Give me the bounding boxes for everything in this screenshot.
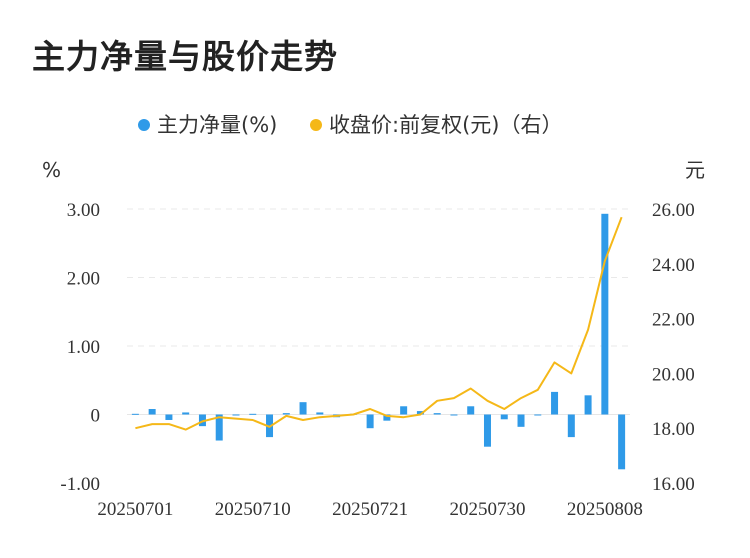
right-tick-label: 24.00 — [652, 255, 695, 276]
right-axis-unit: 元 — [685, 158, 705, 182]
x-tick-label: 20250808 — [567, 499, 643, 520]
right-axis-ticks: 26.00 24.00 22.00 20.00 18.00 16.00 — [652, 200, 695, 495]
net-volume-bar — [416, 411, 424, 415]
net-volume-bar — [551, 391, 559, 415]
net-volume-bar — [567, 414, 575, 438]
net-volume-bar — [534, 414, 542, 416]
net-volume-bar — [232, 414, 240, 416]
close-price-line-layer — [135, 216, 623, 431]
net-volume-bar — [517, 414, 525, 427]
net-volume-bar — [500, 414, 508, 420]
right-tick-label: 18.00 — [652, 419, 695, 440]
chart-title: 主力净量与股价走势 — [32, 37, 338, 76]
net-volume-bar — [483, 414, 491, 447]
x-tick-label: 20250730 — [449, 499, 525, 520]
close-price-line — [135, 216, 623, 431]
x-tick-label: 20250721 — [332, 499, 408, 520]
left-tick-label: 0 — [91, 406, 101, 427]
left-axis-unit: % — [42, 158, 61, 182]
net-volume-bar — [198, 414, 206, 427]
left-tick-label: 1.00 — [67, 337, 100, 358]
right-tick-label: 22.00 — [652, 310, 695, 331]
net-volume-bar — [249, 413, 257, 415]
net-volume-bar — [282, 413, 290, 415]
net-volume-bar — [601, 213, 609, 415]
net-volume-bar — [383, 414, 391, 421]
net-volume-bar — [316, 412, 324, 415]
net-volume-bar — [148, 409, 156, 415]
left-axis-ticks: 3.00 2.00 1.00 0 -1.00 — [60, 200, 100, 495]
x-tick-label: 20250710 — [215, 499, 291, 520]
left-tick-label: -1.00 — [60, 474, 100, 495]
chart-legend: 主力净量(%) 收盘价:前复权(元)（右） — [138, 113, 562, 137]
legend-label-net-volume: 主力净量(%) — [157, 113, 277, 137]
net-volume-bar — [450, 414, 458, 416]
net-volume-bars — [131, 213, 626, 470]
net-volume-bar — [165, 414, 173, 420]
net-volume-bar — [618, 414, 626, 470]
net-volume-bar — [215, 414, 223, 441]
right-tick-label: 26.00 — [652, 200, 695, 221]
right-tick-label: 20.00 — [652, 364, 695, 385]
net-volume-bar — [366, 414, 374, 429]
net-volume-bar — [433, 413, 441, 415]
grid-lines — [127, 208, 630, 415]
right-tick-label: 16.00 — [652, 474, 695, 495]
net-volume-bar — [467, 406, 475, 415]
net-volume-bar — [182, 412, 190, 415]
left-tick-label: 3.00 — [67, 200, 100, 221]
legend-marker-close-price — [310, 119, 322, 131]
legend-label-close-price: 收盘价:前复权(元)（右） — [329, 113, 562, 137]
x-tick-label: 20250701 — [97, 499, 173, 520]
net-volume-bar — [400, 406, 408, 415]
net-volume-bar — [131, 413, 139, 415]
x-axis-ticks: 20250701 20250710 20250721 20250730 20250808 — [97, 499, 642, 520]
net-volume-bar — [584, 395, 592, 415]
net-volume-bar — [299, 402, 307, 415]
legend-marker-net-volume — [138, 119, 150, 131]
left-tick-label: 2.00 — [67, 269, 100, 290]
